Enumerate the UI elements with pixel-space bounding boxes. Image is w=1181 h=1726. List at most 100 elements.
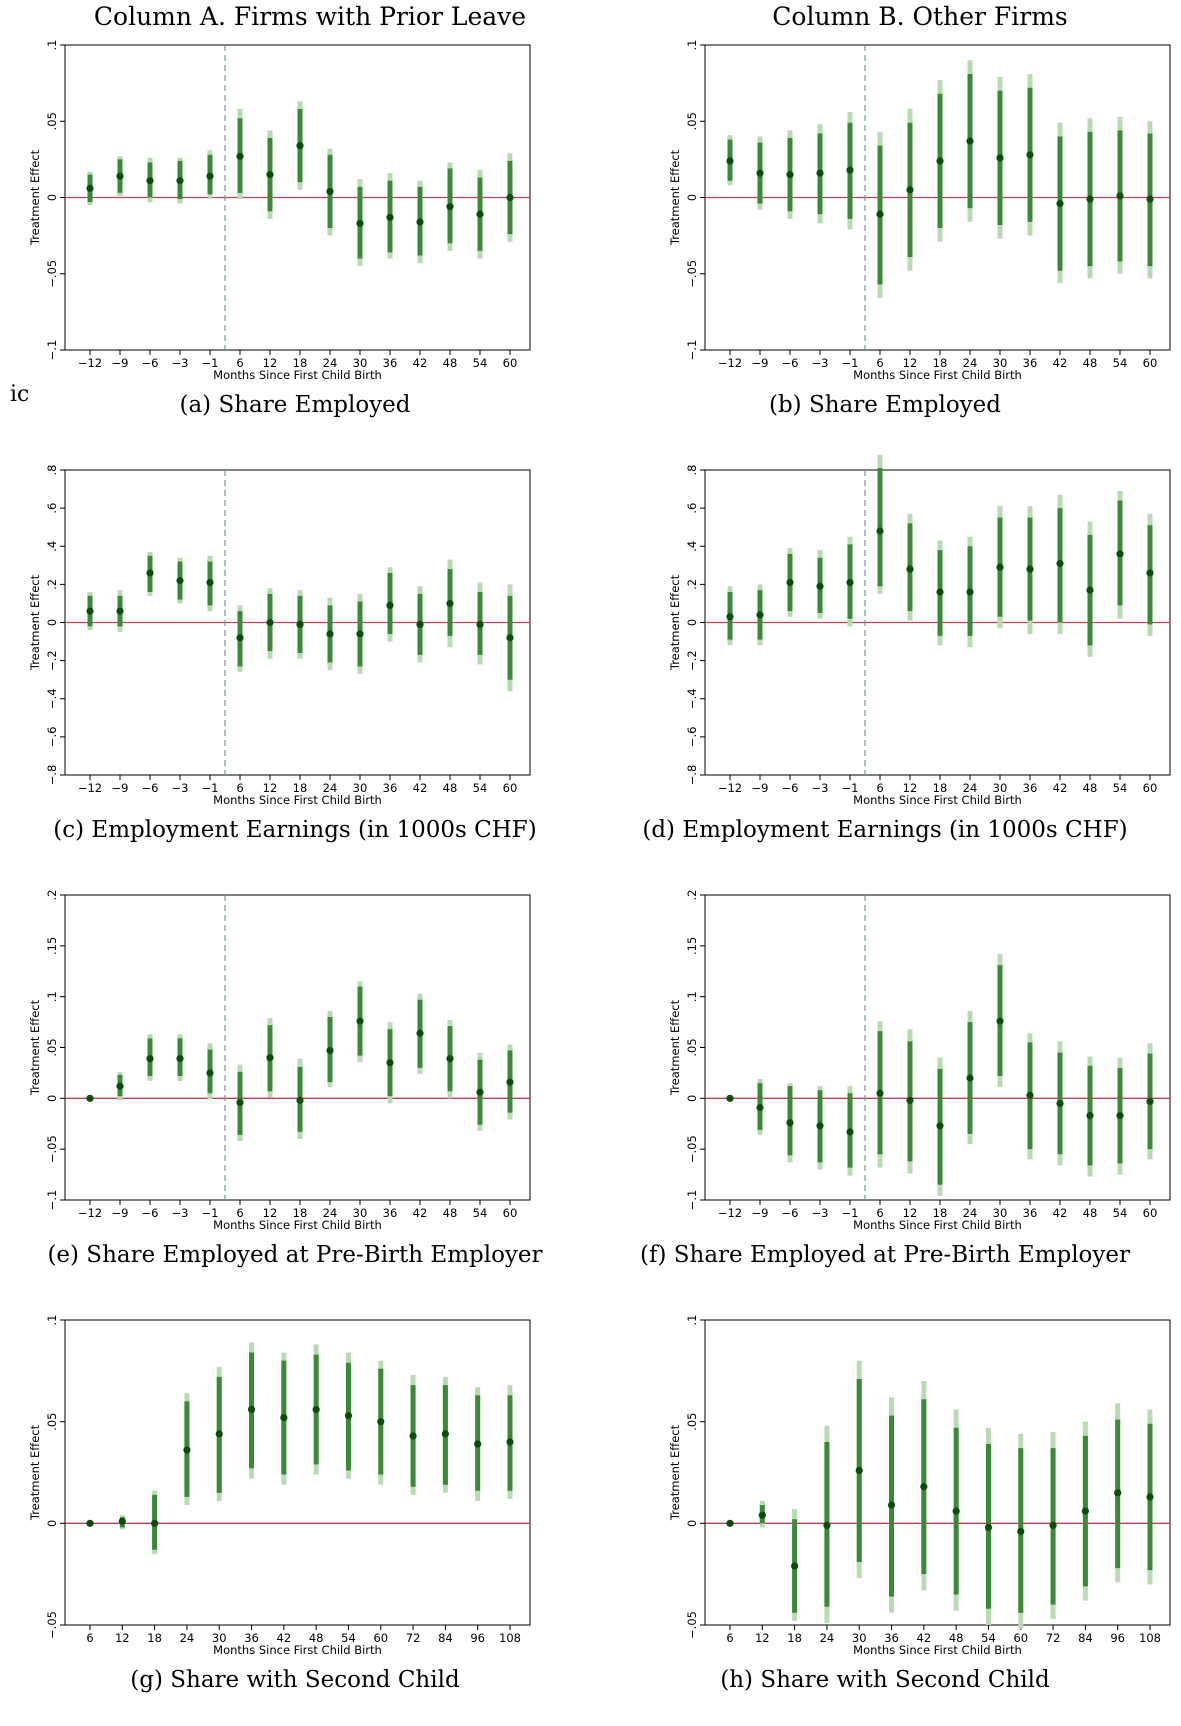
x-tick-label: 6 bbox=[236, 781, 243, 795]
point-estimate bbox=[386, 213, 394, 221]
point-estimate bbox=[1116, 550, 1124, 558]
caption-c: (c) Employment Earnings (in 1000s CHF) bbox=[53, 817, 537, 843]
x-tick-label: −6 bbox=[142, 781, 159, 795]
point-estimate bbox=[409, 1432, 417, 1440]
chart-panel-b: −.1 −.05 0 .05 .1 Treatment Effect −12 −9 −6 −3 −1… bbox=[668, 40, 1171, 382]
point-estimate bbox=[236, 152, 244, 160]
x-tick-label: 24 bbox=[963, 781, 978, 795]
y-tick-label: .1 bbox=[685, 40, 699, 51]
x-tick-label: −3 bbox=[172, 356, 189, 370]
point-estimate bbox=[146, 1055, 154, 1063]
point-estimate bbox=[326, 1046, 334, 1055]
x-tick-label: 12 bbox=[903, 356, 918, 370]
point-estimate bbox=[996, 1017, 1004, 1025]
point-estimate bbox=[876, 210, 884, 218]
y-axis-title: Treatment Effect bbox=[668, 999, 682, 1096]
point-estimate bbox=[296, 1096, 304, 1104]
point-estimate bbox=[1086, 1112, 1094, 1120]
y-tick-label: .8 bbox=[45, 465, 59, 476]
point-estimate bbox=[146, 569, 154, 577]
point-estimate bbox=[86, 607, 94, 615]
caption-a: (a) Share Employed bbox=[179, 392, 411, 418]
point-estimate bbox=[1086, 586, 1094, 594]
y-tick-label: −.05 bbox=[45, 1135, 59, 1163]
point-estimate bbox=[756, 611, 764, 619]
x-tick-label: 12 bbox=[263, 781, 278, 795]
x-tick-label: −6 bbox=[782, 1206, 799, 1220]
y-tick-label: −.4 bbox=[45, 688, 59, 709]
x-tick-label: 12 bbox=[115, 1631, 130, 1645]
point-estimate bbox=[920, 1483, 928, 1491]
x-tick-label: 60 bbox=[1143, 356, 1158, 370]
x-tick-label: 18 bbox=[293, 356, 308, 370]
point-estimate bbox=[996, 154, 1004, 162]
point-estimate bbox=[506, 1438, 514, 1446]
point-estimate bbox=[326, 630, 334, 638]
x-tick-label: 36 bbox=[1023, 1206, 1038, 1220]
point-estimate bbox=[206, 1069, 214, 1077]
point-estimate bbox=[356, 630, 364, 638]
y-axis-title: Treatment Effect bbox=[28, 574, 42, 671]
x-tick-label: 30 bbox=[353, 356, 368, 370]
point-estimate bbox=[1026, 1091, 1034, 1099]
y-tick-label: .2 bbox=[45, 890, 59, 901]
x-tick-label: −9 bbox=[752, 356, 769, 370]
x-axis-title: Months Since First Child Birth bbox=[853, 368, 1022, 382]
x-tick-label: 30 bbox=[993, 356, 1008, 370]
point-estimate bbox=[1081, 1507, 1089, 1515]
point-estimate bbox=[280, 1414, 288, 1422]
x-tick-label: 18 bbox=[293, 781, 308, 795]
point-estimate bbox=[146, 177, 154, 185]
stray-text: ic bbox=[10, 382, 30, 407]
x-tick-label: −12 bbox=[718, 356, 742, 370]
point-estimate bbox=[116, 172, 124, 180]
point-estimate bbox=[416, 620, 424, 629]
x-tick-label: 18 bbox=[293, 1206, 308, 1220]
point-estimate bbox=[1017, 1527, 1025, 1536]
point-estimate bbox=[1086, 195, 1094, 203]
x-tick-label: −1 bbox=[202, 356, 219, 370]
y-axis-title: Treatment Effect bbox=[28, 999, 42, 1096]
point-estimate bbox=[756, 169, 764, 177]
x-tick-label: 24 bbox=[963, 356, 978, 370]
x-tick-label: 42 bbox=[413, 781, 428, 795]
y-tick-label: .05 bbox=[45, 1413, 59, 1431]
x-tick-label: 6 bbox=[86, 1631, 93, 1645]
point-estimate bbox=[377, 1418, 385, 1426]
x-tick-label: 6 bbox=[236, 356, 243, 370]
point-estimate bbox=[1146, 1493, 1154, 1501]
x-tick-label: 24 bbox=[963, 1206, 978, 1220]
y-tick-label: −.8 bbox=[685, 765, 699, 786]
x-tick-label: −6 bbox=[142, 356, 159, 370]
plot-frame bbox=[64, 894, 531, 1201]
x-tick-label: 48 bbox=[443, 1206, 458, 1220]
x-tick-label: 24 bbox=[323, 356, 338, 370]
y-tick-label: .05 bbox=[685, 1038, 699, 1056]
caption-h: (h) Share with Second Child bbox=[720, 1667, 1050, 1693]
x-tick-label: 42 bbox=[413, 1206, 428, 1220]
x-tick-label: −3 bbox=[172, 1206, 189, 1220]
point-estimate bbox=[206, 172, 214, 180]
point-estimate bbox=[506, 634, 514, 642]
x-tick-label: 12 bbox=[263, 1206, 278, 1220]
x-tick-label: 30 bbox=[353, 781, 368, 795]
point-estimate bbox=[1114, 1489, 1122, 1497]
x-tick-label: −12 bbox=[718, 781, 742, 795]
x-tick-label: 30 bbox=[993, 781, 1008, 795]
x-tick-label: −12 bbox=[718, 1206, 742, 1220]
point-estimate bbox=[1049, 1521, 1057, 1529]
x-axis-title: Months Since First Child Birth bbox=[853, 793, 1022, 807]
point-estimate bbox=[506, 1078, 514, 1086]
point-estimate bbox=[176, 1055, 184, 1063]
y-tick-label: .2 bbox=[685, 579, 699, 590]
x-tick-label: −9 bbox=[112, 781, 129, 795]
caption-d: (d) Employment Earnings (in 1000s CHF) bbox=[642, 817, 1128, 843]
point-estimate bbox=[86, 184, 94, 192]
y-tick-label: .8 bbox=[685, 465, 699, 476]
x-tick-label: 60 bbox=[503, 356, 518, 370]
point-estimate bbox=[266, 618, 274, 627]
x-tick-label: 48 bbox=[1083, 356, 1098, 370]
x-tick-label: 60 bbox=[1143, 1206, 1158, 1220]
x-axis-title: Months Since First Child Birth bbox=[213, 1643, 382, 1657]
x-axis-title: Months Since First Child Birth bbox=[853, 1643, 1022, 1657]
